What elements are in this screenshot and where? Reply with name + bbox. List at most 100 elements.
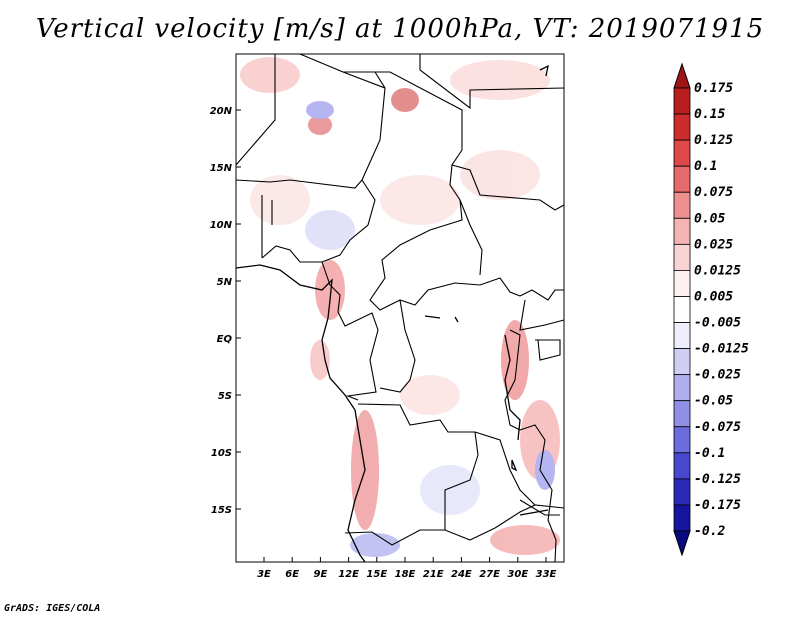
colorbar-label: -0.2	[694, 524, 725, 539]
border-line	[369, 71, 521, 311]
colorbar-label: 0.005	[694, 289, 733, 304]
coast-line	[235, 264, 366, 563]
border-line	[261, 195, 273, 258]
colorbar-label: 0.025	[694, 237, 733, 252]
field-patch	[400, 375, 460, 415]
field-patch	[350, 533, 400, 557]
colorbar-swatch	[673, 165, 691, 193]
colorbar-swatch	[673, 139, 691, 167]
border-line	[321, 261, 341, 313]
lon-tick-label: 9E	[314, 569, 328, 580]
colorbar-label: 0.075	[694, 185, 733, 200]
colorbar-swatch	[673, 113, 691, 141]
border-line	[379, 299, 416, 393]
colorbar-label: 0.05	[694, 211, 725, 226]
border-line	[519, 499, 560, 516]
border-line	[519, 299, 565, 331]
colorbar-label: 0.175	[694, 81, 733, 96]
colorbar-label: 0.15	[694, 107, 725, 122]
field-patch	[308, 115, 332, 135]
coastline	[235, 64, 549, 563]
colorbar-label: 0.1	[694, 159, 717, 174]
chart-title: Vertical velocity [m/s] at 1000hPa, VT: …	[35, 14, 765, 44]
border-line	[419, 54, 565, 110]
border-line	[459, 199, 483, 276]
field-patch	[460, 150, 540, 200]
colorbar-swatch	[673, 478, 691, 506]
field-patch	[306, 101, 334, 119]
field-patch	[535, 450, 555, 490]
lat-tick-label: 5S	[218, 391, 232, 402]
border-line	[344, 504, 565, 546]
lat-tick-label: EQ	[217, 334, 233, 345]
lat-tick-label: 15N	[210, 163, 233, 174]
colorbar-swatch	[673, 374, 691, 402]
field-patch	[310, 340, 330, 380]
colorbar-label: 0.125	[694, 133, 733, 148]
lake-shape	[511, 459, 518, 472]
border-line	[235, 54, 276, 166]
lon-tick-label: 6E	[285, 569, 299, 580]
lake-shape	[519, 509, 549, 516]
border-line	[504, 329, 521, 431]
grads-credit: GrADS: IGES/COLA	[4, 603, 101, 614]
lon-tick-label: 27E	[479, 569, 500, 580]
lake-shape	[539, 64, 549, 77]
colorbar-label: -0.175	[694, 498, 741, 513]
field-patch	[380, 175, 460, 225]
colorbar: 0.175 0.15 0.125 0.1 0.075 0.05 0.025 0.0125 0.0…	[673, 62, 749, 557]
colorbar-swatch	[673, 322, 691, 349]
velocity-field	[240, 57, 560, 557]
field-patch	[501, 320, 529, 400]
lon-tick-label: 3E	[257, 569, 271, 580]
colorbar-label: -0.125	[694, 472, 741, 487]
field-patch	[315, 260, 345, 320]
lat-tick-label: 5N	[217, 277, 233, 288]
border-line	[519, 289, 564, 301]
colorbar-label: -0.1	[694, 446, 725, 461]
colorbar-bottom-arrow	[673, 530, 691, 557]
border-line	[337, 311, 379, 401]
colorbar-label: -0.0125	[694, 342, 749, 357]
border-line	[357, 403, 479, 530]
map-frame	[235, 53, 565, 563]
colorbar-swatch	[673, 217, 691, 245]
colorbar-swatch	[673, 191, 691, 219]
colorbar-swatch	[673, 400, 691, 428]
colorbar-swatch	[673, 504, 691, 532]
field-patch	[305, 210, 355, 250]
colorbar-label: -0.075	[694, 420, 741, 435]
field-patch	[250, 175, 310, 225]
lon-tick-label: 30E	[507, 569, 528, 580]
border-line	[261, 53, 386, 263]
colorbar-top-arrow	[673, 62, 691, 89]
lat-tick-label: 20N	[210, 106, 233, 117]
country-borders	[235, 53, 565, 563]
colorbar-label: 0.0125	[694, 263, 741, 278]
border-line	[451, 164, 565, 211]
field-patch	[391, 88, 419, 112]
map-panel	[235, 53, 565, 563]
colorbar-swatch	[673, 87, 691, 115]
field-patch	[240, 57, 300, 93]
map-background	[236, 54, 564, 562]
border-line	[474, 431, 536, 506]
colorbar-swatch	[673, 270, 691, 297]
lon-tick-label: 15E	[366, 569, 387, 580]
border-line	[519, 424, 557, 563]
longitude-axis: 3E 6E 9E 12E 15E 18E 21E 24E 27E 30E 33E	[257, 557, 557, 580]
latitude-axis: 20N 15N 10N 5N EQ 5S 10S 15S	[210, 106, 241, 516]
border-line	[535, 339, 561, 361]
colorbar-swatch	[673, 296, 691, 323]
lon-tick-label: 24E	[451, 569, 472, 580]
colorbar-label: -0.05	[694, 394, 733, 409]
field-patch	[490, 525, 560, 555]
colorbar-swatch	[673, 426, 691, 454]
lat-tick-label: 10N	[210, 220, 233, 231]
colorbar-label: -0.025	[694, 368, 741, 383]
colorbar-label: -0.005	[694, 316, 741, 331]
lon-tick-label: 21E	[423, 569, 444, 580]
lon-tick-label: 12E	[338, 569, 359, 580]
colorbar-swatch	[673, 243, 691, 271]
